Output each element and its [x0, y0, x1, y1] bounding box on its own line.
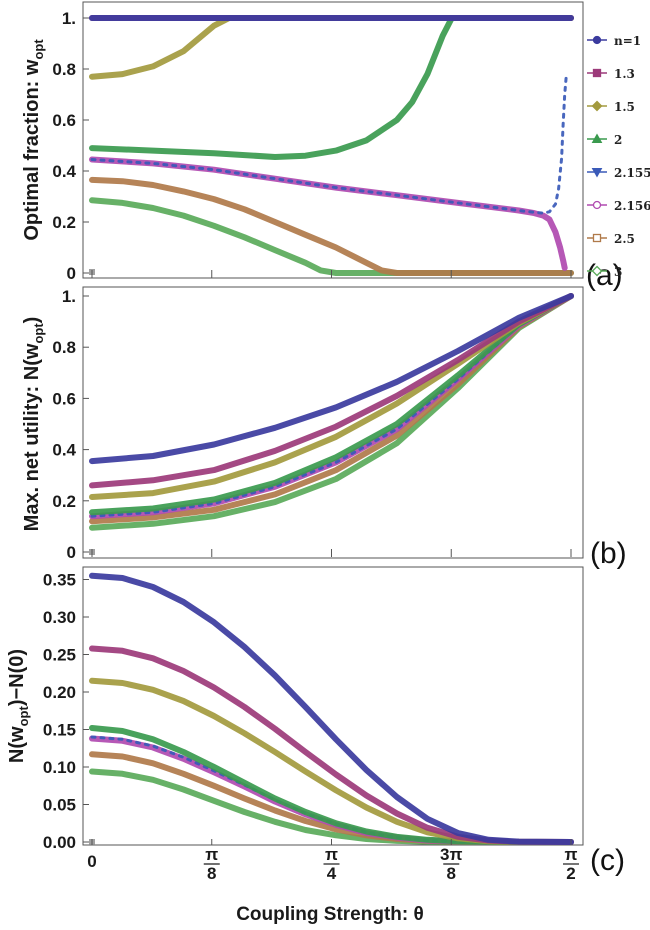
- legend-marker-circle-filled: [592, 35, 602, 45]
- xtick-label-denominator: 4: [327, 864, 337, 883]
- panel-2-ytick-label: 0.00: [43, 833, 76, 852]
- panel-2-ytick-label: 0.05: [43, 796, 76, 815]
- panel-1-ytick-label: 1.: [62, 287, 76, 306]
- panel-b-ylabel: Max. net utility: N(wopt): [21, 317, 46, 532]
- legend-marker-triangle-down-filled: [591, 168, 603, 178]
- xtick-label: 0: [87, 852, 96, 871]
- panel-0-series-1-5: [89, 15, 574, 80]
- legend-marker-diamond-filled: [591, 100, 603, 112]
- tick-layer: 0 0.2 0.4 0.6 0.8 1. 0 0.2 0.4 0.6 0.8 1. 0.00 0.05 0.…: [43, 9, 579, 883]
- legend-label: 2.155: [614, 166, 650, 180]
- panel-0-ytick-label: 0.6: [52, 111, 76, 130]
- xtick-label-numerator: 3π: [440, 845, 462, 864]
- panel-c-frame: [82, 566, 584, 846]
- legend-label: 2.5: [614, 232, 635, 246]
- panel-1-ytick-label: 0: [67, 543, 76, 562]
- panel-1-ytick-label: 0.6: [52, 389, 76, 408]
- panel-0-ytick-label: 0.2: [52, 213, 76, 232]
- xtick-label-numerator: π: [205, 845, 218, 864]
- panel-1-series-n-1: [89, 293, 574, 465]
- legend-label: 1.5: [614, 100, 635, 114]
- panel-2-ytick-label: 0.10: [43, 758, 76, 777]
- panel-1-ytick-label: 0.8: [52, 338, 76, 357]
- legend-label: 2: [614, 133, 622, 147]
- panel-a-tag: (a): [586, 259, 623, 292]
- panel-0-ytick-label: 0: [67, 264, 76, 283]
- panel-c-tag: (c): [590, 844, 625, 877]
- legend-label: 3: [614, 265, 622, 279]
- plot-layer: [89, 15, 574, 845]
- panel-2-series-3: [89, 768, 574, 845]
- xtick-label-numerator: π: [564, 845, 577, 864]
- panel-0-series-2-155: [90, 75, 568, 215]
- panel-0-series-2-156: [89, 156, 568, 271]
- panel-0-ytick-label: 0.8: [52, 60, 76, 79]
- panel-b-tag: (b): [590, 537, 627, 570]
- legend-marker-triangle-up-filled: [591, 133, 603, 143]
- panel-1-series-2: [89, 293, 574, 516]
- panel-2-series-n-1: [89, 572, 574, 845]
- legend-label: n=1: [614, 34, 641, 48]
- x-axis-title: Coupling Strength: θ: [236, 904, 424, 925]
- panel-2-ytick-label: 0.20: [43, 683, 76, 702]
- legend: n=1 1.3 1.5 2 2.155 2.156 2.5 3: [587, 34, 650, 279]
- panel-1-ytick-label: 0.2: [52, 492, 76, 511]
- legend-marker-square-open: [592, 233, 602, 243]
- xtick-label-denominator: 8: [207, 864, 216, 883]
- panel-1-series-1-3: [89, 293, 574, 489]
- legend-marker-diamond-open: [591, 265, 603, 277]
- panel-0-series-2-5: [89, 176, 574, 276]
- panel-2-ytick-label: 0.35: [43, 571, 76, 590]
- legend-marker-circle-open: [592, 200, 602, 210]
- panel-c-ylabel: N(wopt)−N(0): [6, 649, 31, 763]
- xtick-label-numerator: π: [325, 845, 338, 864]
- panel-a-ylabel: Optimal fraction: wopt: [21, 39, 46, 241]
- panel-2-ytick-label: 0.15: [43, 721, 76, 740]
- panel-1-ytick-label: 0.4: [52, 441, 76, 460]
- legend-marker-square-filled: [592, 68, 602, 78]
- legend-label: 2.156: [614, 199, 650, 213]
- panel-2-ytick-label: 0.30: [43, 608, 76, 627]
- panel-0-ytick-label: 0.4: [52, 162, 76, 181]
- legend-label: 1.3: [614, 67, 635, 81]
- panel-0-series-3: [89, 197, 574, 276]
- panel-b-frame: [82, 286, 584, 559]
- panel-2-series-1-5: [89, 677, 574, 845]
- xtick-label-denominator: 8: [447, 864, 456, 883]
- panel-0-series-2: [89, 15, 574, 160]
- xtick-label-denominator: 2: [566, 864, 575, 883]
- panel-2-ytick-label: 0.25: [43, 646, 76, 665]
- panel-a-frame: [82, 1, 584, 279]
- panel-0-ytick-label: 1.: [62, 9, 76, 28]
